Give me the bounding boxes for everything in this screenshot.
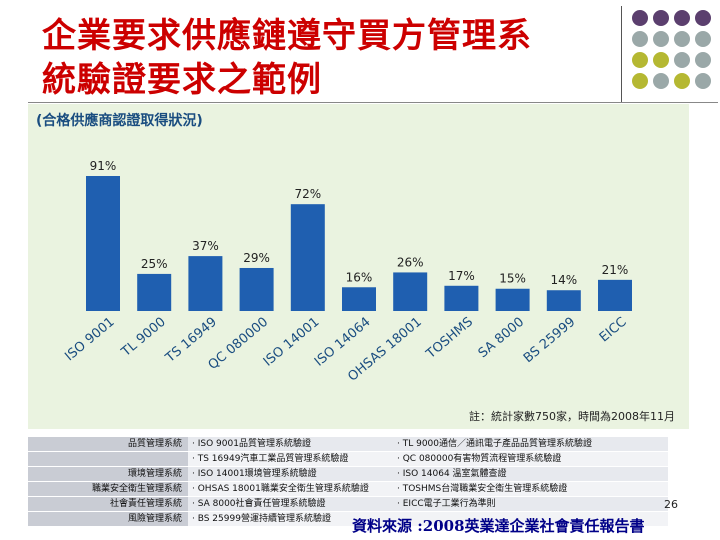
category-label: ISO 9001 [62,315,117,365]
source-caption: 資料來源 :2008英業達企業社會責任報告書 [352,517,645,535]
chart-note: 註：統計家數750家，時間為2008年11月 [469,410,675,423]
decor-dot [674,73,690,89]
decor-dot [653,73,669,89]
bar-data-label: 15% [499,272,526,286]
bar-data-label: 16% [346,270,373,284]
decor-dot [653,10,669,26]
page-number: 26 [664,498,678,511]
bar-data-label: 37% [192,239,219,253]
table-row: 環境管理系統 · ISO 14001環境管理系統驗證 · ISO 14064 溫室氣… [28,467,668,481]
table-category-cell: 品質管理系統 [28,437,188,451]
bar [239,267,274,311]
decor-dot [695,10,711,26]
table-left-cell: · TS 16949汽車工業品質管理系統驗證 [188,452,393,466]
bar-data-label: 21% [602,263,629,277]
bar-data-label: 17% [448,269,475,283]
table-right-cell: · TOSHMS台灣職業安全衛生管理系統驗證 [393,482,668,496]
bar-data-label: 14% [550,273,577,287]
bar-data-label: 29% [243,251,270,265]
decor-dot [695,52,711,68]
slide-title-line1: 企業要求供應鏈遵守買方管理系 [42,16,532,56]
table-right-cell: · ISO 14064 溫室氣體查證 [393,467,668,481]
decor-dot [695,73,711,89]
decor-dot [632,73,648,89]
category-label: TOSHMS [423,315,476,363]
decor-dot-grid [632,10,711,89]
bar [598,279,632,311]
bar-data-label: 91% [90,159,117,173]
bar-data-label: 25% [141,257,168,271]
table-right-cell [393,512,668,526]
category-label: BS 25999 [521,315,578,367]
table-row: 職業安全衛生管理系統 · OHSAS 18001職業安全衛生管理系統驗證 · TOS… [28,482,668,496]
category-label: TL 9000 [118,315,169,361]
table-left-cell: · ISO 14001環境管理系統驗證 [188,467,393,481]
decor-dot [695,31,711,47]
bar [290,204,325,311]
table-category-cell: 環境管理系統 [28,467,188,481]
bar [495,288,530,311]
bar [342,287,376,311]
table-left-cell: · SA 8000社會責任管理系統驗證 [188,497,393,511]
decor-horizontal-line [28,102,718,103]
bar-data-label: 26% [397,255,424,269]
table-right-cell: · TL 9000通信／通訊電子產品品質管理系統驗證 [393,437,668,451]
table-row: 風險管理系統 · BS 25999營運持續管理系統驗證 [28,512,668,526]
decor-dot [632,52,648,68]
decor-dot [674,10,690,26]
table-category-cell: 職業安全衛生管理系統 [28,482,188,496]
bar [444,285,479,311]
slide-title-line2: 統驗證要求之範例 [42,60,322,100]
bar [137,273,172,311]
chart-panel: (合格供應商認證取得狀況) 91% ISO 9001 25% TL 9000 37% TS… [28,104,689,429]
table-category-cell: 社會責任管理系統 [28,497,188,511]
decor-vertical-line [621,6,622,102]
table-right-cell: · QC 080000有害物質流程管理系統驗證 [393,452,668,466]
decor-dot [653,52,669,68]
category-label: SA 8000 [476,315,527,362]
bar [188,256,223,311]
table-row: 社會責任管理系統 · SA 8000社會責任管理系統驗證 · EICC電子工業行為準… [28,497,668,511]
decor-dot [632,31,648,47]
chart-heading: (合格供應商認證取得狀況) [36,113,203,129]
bar [393,272,428,311]
decor-dot [674,31,690,47]
table-row: 品質管理系統 · ISO 9001品質管理系統驗證 · TL 9000通信／通訊電子… [28,437,668,451]
table-left-cell: · BS 25999營運持續管理系統驗證 [188,512,393,526]
table-row: · TS 16949汽車工業品質管理系統驗證 · QC 080000有害物質流程管… [28,452,668,466]
bar [546,290,581,311]
table-category-cell: 風險管理系統 [28,512,188,526]
bar [86,176,120,311]
decor-dot [632,10,648,26]
certification-table: 品質管理系統 · ISO 9001品質管理系統驗證 · TL 9000通信／通訊電子… [28,437,668,527]
slide-title: 企業要求供應鏈遵守買方管理系 統驗證要求之範例 [42,14,602,102]
decor-dot [674,52,690,68]
decor-dot [653,31,669,47]
category-label: ISO 14001 [261,315,323,370]
table-category-cell [28,452,188,466]
table-right-cell: · EICC電子工業行為準則 [393,497,668,511]
bar-data-label: 72% [294,187,321,201]
table-left-cell: · OHSAS 18001職業安全衛生管理系統驗證 [188,482,393,496]
table-left-cell: · ISO 9001品質管理系統驗證 [188,437,393,451]
category-label: EICC [597,315,630,346]
